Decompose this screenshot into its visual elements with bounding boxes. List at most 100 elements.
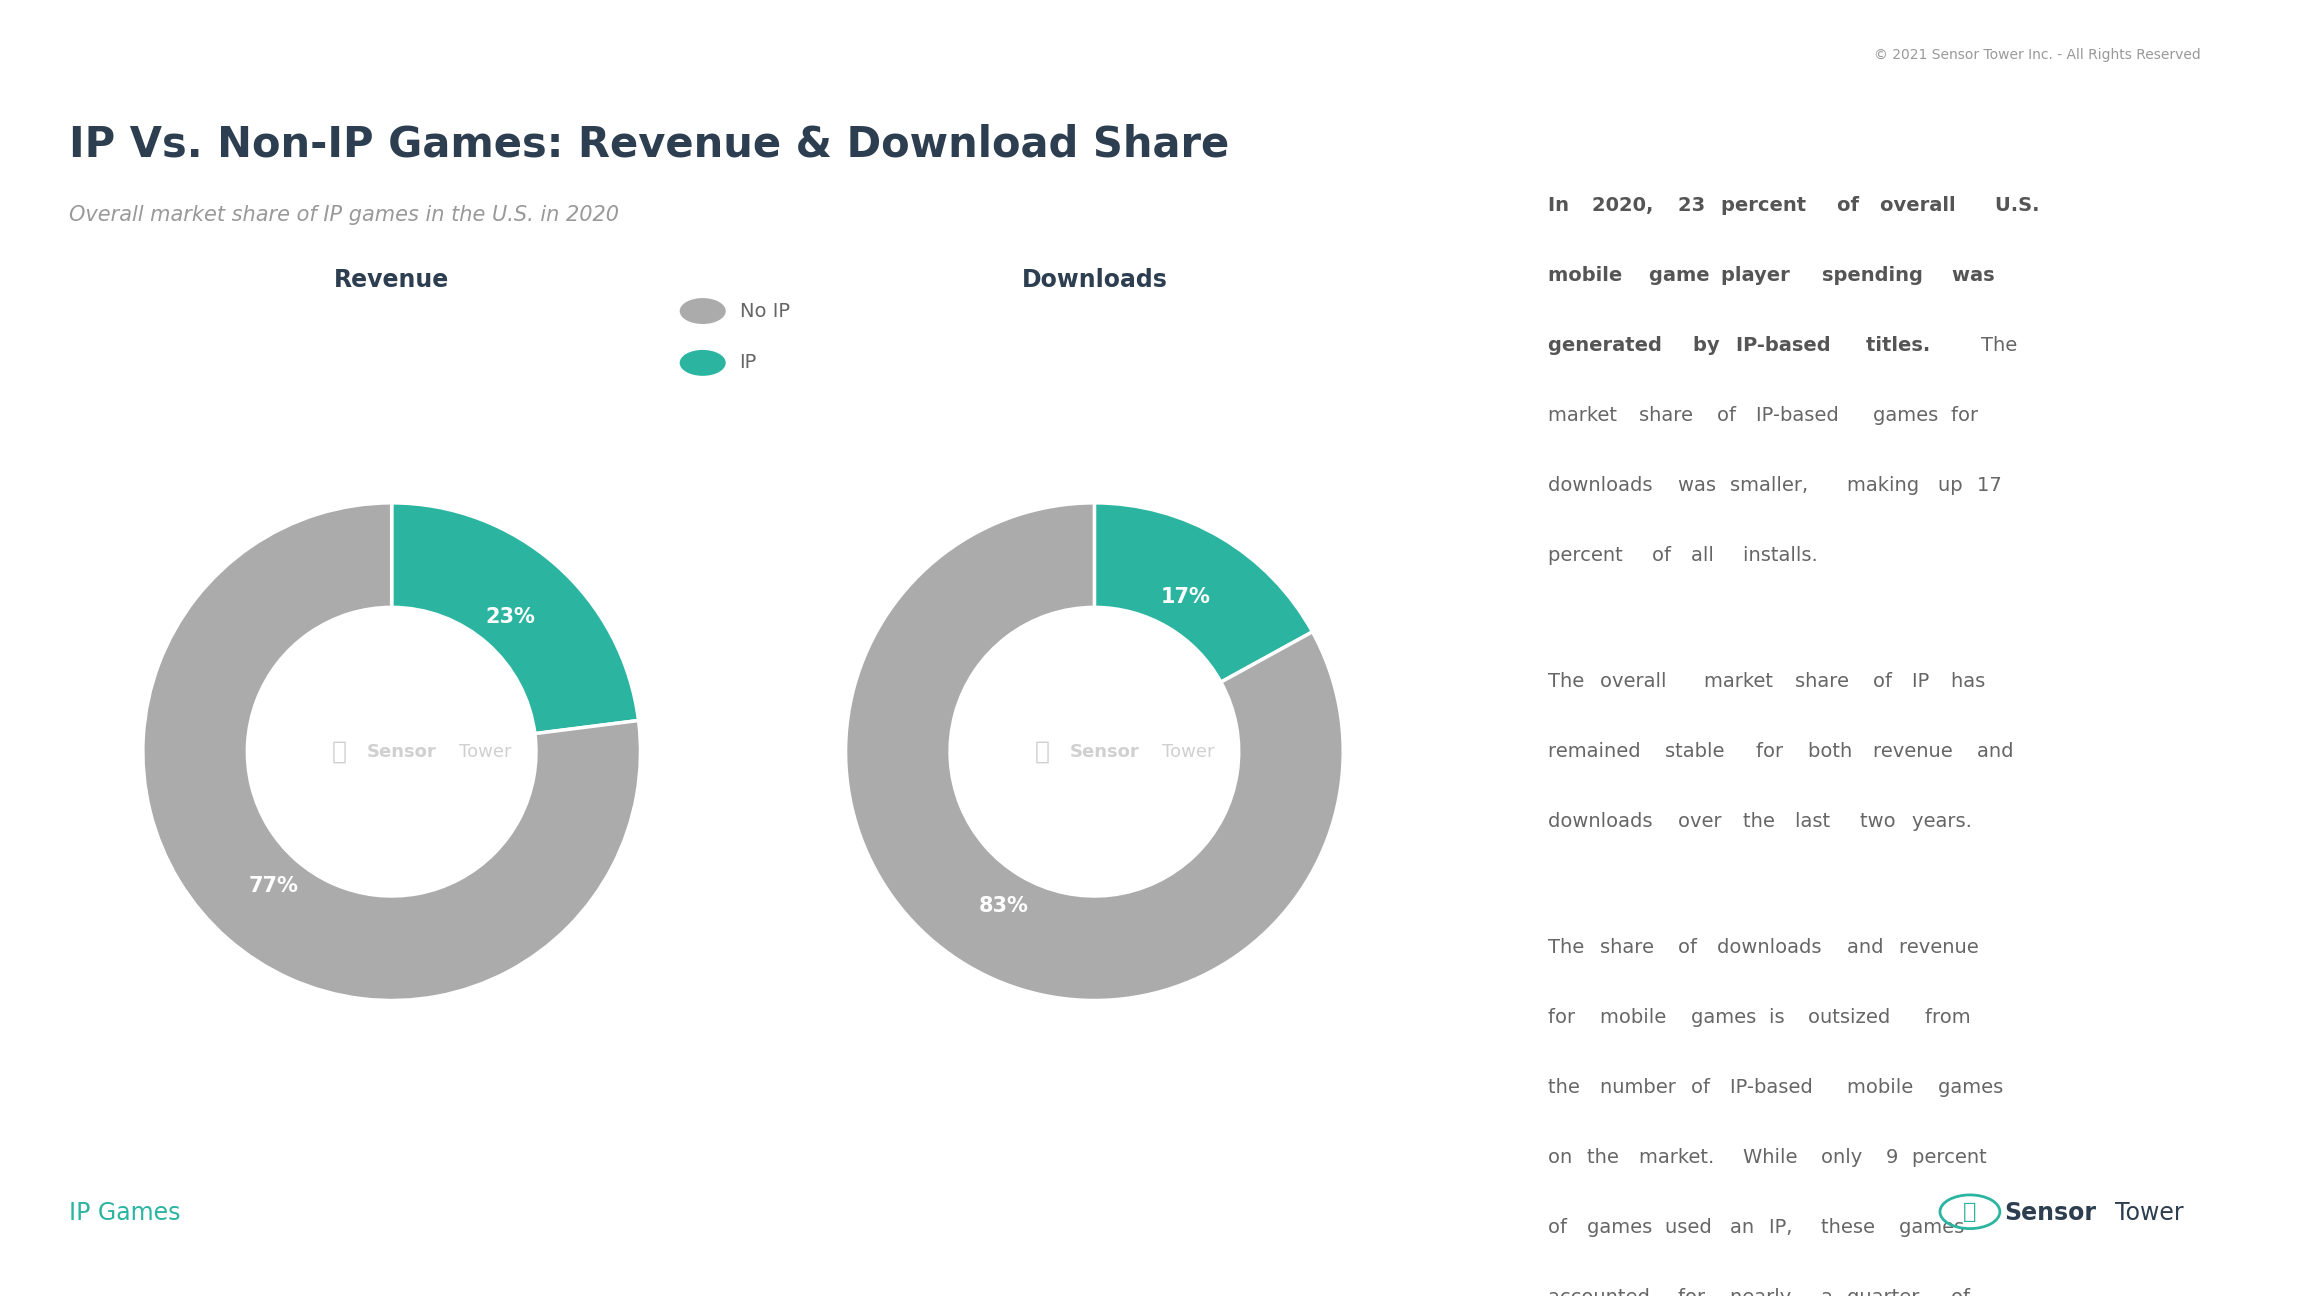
Text: for: for bbox=[1548, 1008, 1581, 1028]
Text: Tower: Tower bbox=[1161, 743, 1214, 761]
Text: Downloads: Downloads bbox=[1021, 267, 1168, 292]
Text: In: In bbox=[1548, 197, 1576, 215]
Text: 77%: 77% bbox=[249, 876, 297, 896]
Text: games: games bbox=[1898, 1218, 1970, 1238]
Text: used: used bbox=[1666, 1218, 1719, 1238]
Text: share: share bbox=[1601, 938, 1661, 958]
Text: 83%: 83% bbox=[979, 896, 1028, 916]
Text: titles.: titles. bbox=[1866, 337, 1938, 355]
Text: 23%: 23% bbox=[486, 608, 535, 627]
Text: downloads: downloads bbox=[1548, 813, 1659, 831]
Text: for: for bbox=[1756, 743, 1790, 761]
Text: downloads: downloads bbox=[1716, 938, 1827, 958]
Text: the: the bbox=[1548, 1078, 1587, 1098]
Text: IP Games: IP Games bbox=[69, 1200, 180, 1225]
Text: these: these bbox=[1820, 1218, 1880, 1238]
Text: No IP: No IP bbox=[740, 302, 790, 320]
Text: from: from bbox=[1924, 1008, 1977, 1028]
Text: 17: 17 bbox=[1977, 477, 2007, 495]
Text: Ⓟ: Ⓟ bbox=[332, 740, 348, 763]
Text: Ⓟ: Ⓟ bbox=[1034, 740, 1051, 763]
Text: remained: remained bbox=[1548, 743, 1647, 761]
Text: player: player bbox=[1721, 267, 1797, 285]
Text: by: by bbox=[1693, 337, 1726, 355]
Text: for: for bbox=[1951, 407, 1984, 425]
Text: percent: percent bbox=[1548, 547, 1629, 565]
Text: share: share bbox=[1638, 407, 1700, 425]
Text: an: an bbox=[1730, 1218, 1760, 1238]
Text: is: is bbox=[1769, 1008, 1790, 1028]
Text: share: share bbox=[1795, 673, 1855, 691]
Text: of: of bbox=[1951, 1288, 1977, 1296]
Text: the: the bbox=[1587, 1148, 1624, 1168]
Text: last: last bbox=[1795, 813, 1836, 831]
Text: the: the bbox=[1744, 813, 1781, 831]
Text: accounted: accounted bbox=[1548, 1288, 1657, 1296]
Text: making: making bbox=[1848, 477, 1926, 495]
Text: two: two bbox=[1859, 813, 1901, 831]
Text: of: of bbox=[1716, 407, 1742, 425]
Text: both: both bbox=[1809, 743, 1859, 761]
Text: number: number bbox=[1601, 1078, 1682, 1098]
Text: on: on bbox=[1548, 1148, 1578, 1168]
Text: games: games bbox=[1691, 1008, 1763, 1028]
Text: revenue: revenue bbox=[1873, 743, 1958, 761]
Text: Sensor: Sensor bbox=[2004, 1200, 2097, 1225]
Text: of: of bbox=[1836, 197, 1866, 215]
Text: IP Vs. Non-IP Games: Revenue & Download Share: IP Vs. Non-IP Games: Revenue & Download … bbox=[69, 123, 1230, 165]
Text: and: and bbox=[1977, 743, 2018, 761]
Text: The: The bbox=[1548, 938, 1590, 958]
Text: of: of bbox=[1873, 673, 1898, 691]
Text: mobile: mobile bbox=[1548, 267, 1629, 285]
Text: While: While bbox=[1744, 1148, 1804, 1168]
Text: a: a bbox=[1820, 1288, 1839, 1296]
Text: mobile: mobile bbox=[1848, 1078, 1919, 1098]
Text: The: The bbox=[1548, 673, 1590, 691]
Text: overall: overall bbox=[1880, 197, 1963, 215]
Text: for: for bbox=[1677, 1288, 1712, 1296]
Text: spending: spending bbox=[1822, 267, 1931, 285]
Text: over: over bbox=[1677, 813, 1728, 831]
Text: games: games bbox=[1938, 1078, 2009, 1098]
Text: of: of bbox=[1652, 547, 1677, 565]
Text: IP-based: IP-based bbox=[1735, 337, 1836, 355]
Text: 17%: 17% bbox=[1161, 587, 1210, 608]
Text: of: of bbox=[1548, 1218, 1574, 1238]
Text: of: of bbox=[1677, 938, 1703, 958]
Text: smaller,: smaller, bbox=[1730, 477, 1813, 495]
Text: Tower: Tower bbox=[458, 743, 511, 761]
Text: has: has bbox=[1951, 673, 1991, 691]
Text: © 2021 Sensor Tower Inc. - All Rights Reserved: © 2021 Sensor Tower Inc. - All Rights Re… bbox=[1873, 48, 2200, 62]
Text: 2020,: 2020, bbox=[1592, 197, 1659, 215]
Text: Revenue: Revenue bbox=[334, 267, 449, 292]
Text: installs.: installs. bbox=[1744, 547, 1825, 565]
Text: IP,: IP, bbox=[1769, 1218, 1799, 1238]
Text: The: The bbox=[1981, 337, 2023, 355]
Text: percent: percent bbox=[1721, 197, 1813, 215]
Wedge shape bbox=[846, 503, 1343, 1001]
Text: Overall market share of IP games in the U.S. in 2020: Overall market share of IP games in the … bbox=[69, 205, 620, 224]
Text: Tower: Tower bbox=[2115, 1200, 2184, 1225]
Text: IP: IP bbox=[1912, 673, 1935, 691]
Text: percent: percent bbox=[1912, 1148, 1993, 1168]
Text: outsized: outsized bbox=[1809, 1008, 1896, 1028]
Text: years.: years. bbox=[1912, 813, 1977, 831]
Text: quarter: quarter bbox=[1848, 1288, 1926, 1296]
Text: stable: stable bbox=[1666, 743, 1730, 761]
Text: Sensor: Sensor bbox=[1069, 743, 1138, 761]
Wedge shape bbox=[143, 503, 641, 1001]
Text: generated: generated bbox=[1548, 337, 1668, 355]
Text: market.: market. bbox=[1638, 1148, 1721, 1168]
Text: overall: overall bbox=[1601, 673, 1673, 691]
Text: IP-based: IP-based bbox=[1756, 407, 1846, 425]
Text: only: only bbox=[1820, 1148, 1869, 1168]
Text: IP-based: IP-based bbox=[1730, 1078, 1820, 1098]
Text: nearly: nearly bbox=[1730, 1288, 1797, 1296]
Text: U.S.: U.S. bbox=[1995, 197, 2046, 215]
Text: games: games bbox=[1873, 407, 1945, 425]
Text: market: market bbox=[1548, 407, 1624, 425]
Text: mobile: mobile bbox=[1601, 1008, 1673, 1028]
Text: 23: 23 bbox=[1677, 197, 1712, 215]
Text: Sensor: Sensor bbox=[366, 743, 435, 761]
Text: and: and bbox=[1848, 938, 1889, 958]
